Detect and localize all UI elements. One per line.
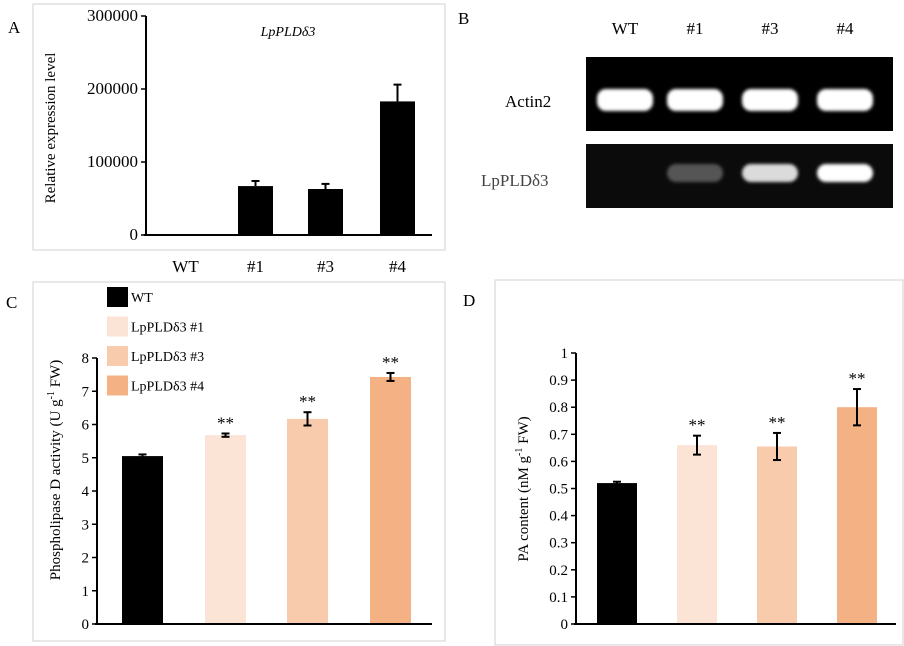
bar xyxy=(370,376,411,624)
gel-band xyxy=(667,89,723,111)
y-axis-label: PA content (nM g-1 FW) xyxy=(514,416,532,561)
gel-band xyxy=(597,89,653,111)
bar xyxy=(757,446,797,624)
gel-row-label: Actin2 xyxy=(505,92,551,111)
bar xyxy=(205,435,246,624)
legend-swatch xyxy=(107,346,128,366)
panel-frame xyxy=(494,279,904,646)
x-tick-label: #3 xyxy=(317,257,334,276)
gel-lane-label: #1 xyxy=(687,19,704,38)
y-axis-label: Phospholipase D activity (U g-1 FW) xyxy=(46,360,64,580)
legend-swatch xyxy=(107,375,128,396)
x-tick-label: WT xyxy=(172,257,199,276)
panel-label: C xyxy=(6,293,17,312)
y-tick-label: 0.8 xyxy=(549,400,568,416)
gel-band xyxy=(817,89,873,111)
panel-label: B xyxy=(458,9,469,28)
panel-label: A xyxy=(8,18,21,37)
bar xyxy=(597,483,637,624)
y-tick-label: 0 xyxy=(82,617,90,633)
y-tick-label: 100000 xyxy=(87,152,138,171)
y-tick-label: 0.2 xyxy=(549,563,568,579)
significance-marker: ** xyxy=(769,413,786,432)
bar xyxy=(238,186,273,235)
y-tick-label: 6 xyxy=(82,418,90,434)
x-tick-label: #4 xyxy=(389,257,407,276)
gel-row-label: LpPLDδ3 xyxy=(481,171,549,190)
gel-band xyxy=(667,164,723,182)
legend-swatch xyxy=(107,287,128,307)
panel-b: B Actin2 LpPLDδ3 WT #1 #3 #4 xyxy=(458,9,893,208)
y-tick-label: 0.6 xyxy=(549,454,568,470)
legend-label: LpPLDδ3 #4 xyxy=(131,380,204,395)
x-tick-label: #1 xyxy=(247,257,264,276)
bar xyxy=(380,101,415,235)
legend-label: LpPLDδ3 #3 xyxy=(131,350,204,365)
panel-a: A LpPLDδ3 Relative expression level 0 100… xyxy=(8,3,446,276)
bar xyxy=(308,189,343,235)
significance-marker: ** xyxy=(689,416,706,435)
panel-frame xyxy=(32,3,446,251)
gel-band xyxy=(817,164,873,182)
legend-swatch xyxy=(107,316,128,337)
significance-marker: ** xyxy=(849,369,866,388)
y-tick-label: 0 xyxy=(130,225,139,244)
y-tick-label: 0.1 xyxy=(549,590,568,606)
y-tick-label: 300000 xyxy=(87,6,138,25)
y-tick-label: 200000 xyxy=(87,79,138,98)
significance-marker: ** xyxy=(299,392,316,411)
panel-d: D PA content (nM g-1 FW) 0 0.1 0.2 0.3 0.4 0.… xyxy=(463,279,904,646)
y-tick-label: 8 xyxy=(82,351,90,367)
y-tick-label: 0.7 xyxy=(549,427,568,443)
y-tick-label: 0.9 xyxy=(549,373,568,389)
y-tick-label: 2 xyxy=(82,551,90,567)
bar xyxy=(287,418,328,624)
y-tick-label: 4 xyxy=(82,484,90,500)
bar xyxy=(837,407,877,624)
significance-marker: ** xyxy=(382,353,399,372)
y-tick-label: 0 xyxy=(561,617,569,633)
y-tick-label: 3 xyxy=(82,517,90,533)
y-tick-label: 1 xyxy=(82,584,90,600)
gel-lane-label: #3 xyxy=(762,19,779,38)
y-tick-label: 7 xyxy=(82,384,90,400)
bar xyxy=(122,456,163,624)
panel-frame xyxy=(32,281,446,642)
legend-label: WT xyxy=(131,291,153,306)
y-tick-label: 0.3 xyxy=(549,536,568,552)
y-axis-label: Relative expression level xyxy=(43,53,59,204)
bar xyxy=(677,445,717,624)
gel-band xyxy=(742,164,798,182)
panel-label: D xyxy=(463,291,475,310)
chart-title: LpPLDδ3 xyxy=(260,25,316,40)
y-tick-label: 1 xyxy=(561,346,569,362)
y-tick-label: 0.5 xyxy=(549,482,568,498)
gel-lane-label: WT xyxy=(612,19,639,38)
gel-lane-label: #4 xyxy=(837,19,855,38)
y-tick-label: 5 xyxy=(82,451,90,467)
panel-c: C Phospholipase D activity (U g-1 FW) 0 1… xyxy=(6,281,446,642)
y-tick-label: 0.4 xyxy=(549,509,568,525)
gel-band xyxy=(742,89,798,111)
legend-label: LpPLDδ3 #1 xyxy=(131,321,204,336)
significance-marker: ** xyxy=(217,413,234,432)
